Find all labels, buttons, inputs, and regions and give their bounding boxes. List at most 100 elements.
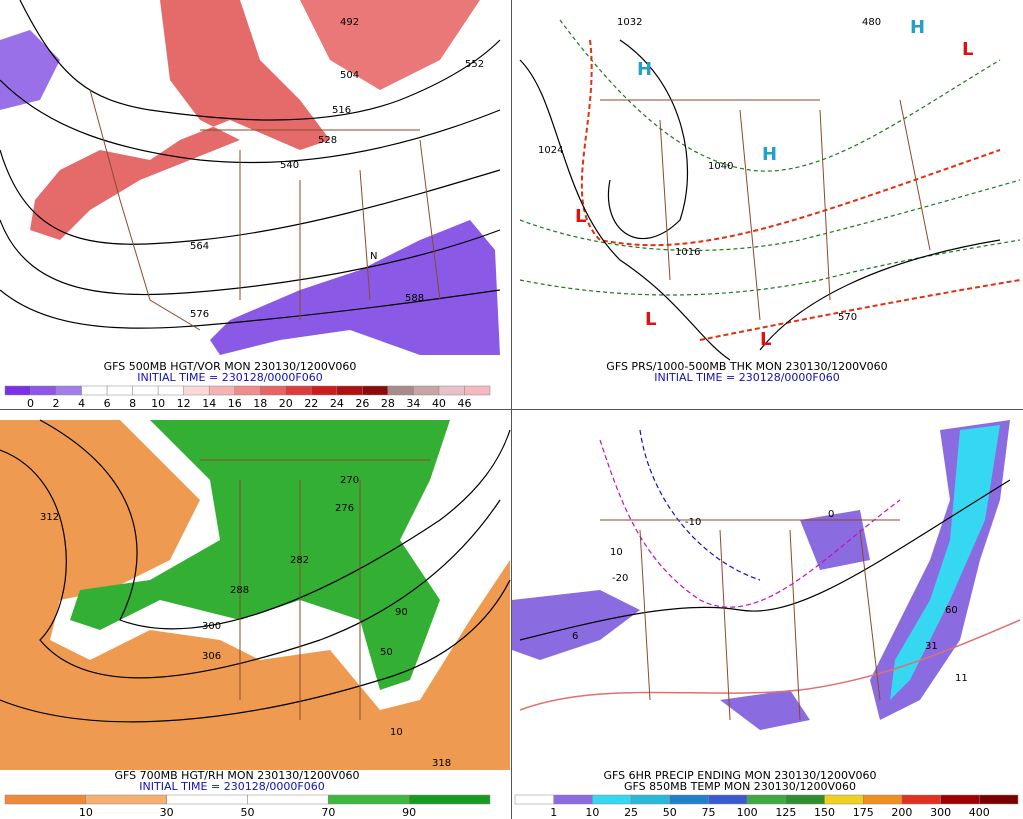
precip-heavy <box>890 425 1000 700</box>
contour-label: 288 <box>230 585 249 596</box>
colorbar-label: 10 <box>585 806 599 819</box>
rh-label: 50 <box>380 647 393 658</box>
colorbar-label: 16 <box>228 397 242 410</box>
subcaption: INITIAL TIME = 230128/0000F060 <box>139 780 324 793</box>
contour-label: 312 <box>40 512 59 523</box>
rh-green <box>70 420 450 690</box>
low-marker: L <box>962 39 973 60</box>
colorbar-swatch <box>81 385 108 396</box>
isobar <box>519 59 731 361</box>
colorbar-swatch <box>30 385 57 396</box>
precip-area <box>512 590 640 660</box>
colorbar-label: 50 <box>663 806 677 819</box>
subcaption: GFS 850MB TEMP MON 230130/1200V060 <box>624 780 856 793</box>
colorbar-label: 40 <box>432 397 446 410</box>
colorbar-label: 175 <box>853 806 874 819</box>
contour-label: 318 <box>432 758 451 769</box>
colorbar-swatch <box>553 794 593 805</box>
rh-label: 10 <box>390 727 403 738</box>
boundaries <box>600 519 900 721</box>
isotherm-label: 0 <box>828 509 834 520</box>
panel-precip: -10 -20 0 10 6 11 31 60 GFS 6HR PRECIP E… <box>512 420 1021 793</box>
colorbar-swatch <box>408 794 491 805</box>
contour-label: 564 <box>190 241 209 252</box>
colorbar-label: 46 <box>457 397 471 410</box>
contour-label: 540 <box>280 160 299 171</box>
colorbar-label: 6 <box>104 397 111 410</box>
colorbar-label: 2 <box>53 397 60 410</box>
panel-500mb: 492 504 516 528 540 552 564 576 588 N GF… <box>0 0 501 384</box>
thickness <box>519 239 1021 296</box>
isobar <box>759 239 1001 351</box>
isotherm-label: 10 <box>610 547 623 558</box>
colorbar-swatch <box>514 794 554 805</box>
colorbar-label: 300 <box>930 806 951 819</box>
thickness <box>519 179 1021 252</box>
contour-label: 492 <box>340 17 359 28</box>
isobar-label: 1032 <box>617 17 642 28</box>
low-marker: L <box>760 329 771 350</box>
colorbar-swatch <box>979 794 1019 805</box>
colorbar-label: 26 <box>355 397 369 410</box>
caption: GFS 500MB HGT/VOR MON 230130/1200V060 <box>104 360 357 373</box>
isotherm-label: -20 <box>612 573 628 584</box>
high-marker: H <box>637 59 652 80</box>
colorbar-label: 34 <box>406 397 420 410</box>
colorbar-swatch <box>55 385 82 396</box>
colorbar-label: 22 <box>304 397 318 410</box>
contour <box>39 419 511 630</box>
colorbar-swatch <box>336 385 363 396</box>
contour <box>0 579 511 723</box>
panel-surface: H H H L L L L 1016 1024 1032 1040 570 48… <box>519 17 1021 384</box>
colorbar-label: 0 <box>27 397 34 410</box>
high-marker: H <box>762 144 777 165</box>
isotherm-label: -10 <box>685 517 701 528</box>
thickness-label: 570 <box>838 312 857 323</box>
colorbar-swatch <box>247 794 329 805</box>
contour-label: 300 <box>202 621 221 632</box>
colorbar-swatch <box>4 794 87 805</box>
colorbar-label: 8 <box>129 397 136 410</box>
isotherm-warm <box>519 619 1021 711</box>
colorbar-swatch <box>166 794 248 805</box>
colorbar-swatch <box>746 794 787 805</box>
precip-label: 60 <box>945 605 958 616</box>
vorticity-max <box>30 0 330 240</box>
colorbar-swatch <box>157 385 184 396</box>
isobar-label: 1024 <box>538 145 563 156</box>
caption: GFS 700MB HGT/RH MON 230130/1200V060 <box>115 769 360 782</box>
colorbar-swatch <box>464 385 491 396</box>
thickness-570 <box>699 279 1021 341</box>
precip-area <box>720 690 810 730</box>
colorbar-label: 1 <box>550 806 557 819</box>
colorbar-swatch <box>669 794 709 805</box>
colorbar-swatch <box>862 794 903 805</box>
low-marker: L <box>575 206 586 227</box>
low-marker: L <box>645 309 656 330</box>
colorbar-swatch <box>708 794 748 805</box>
colorbar-swatch <box>630 794 671 805</box>
contour-label: 552 <box>465 59 484 70</box>
colorbar-swatch <box>785 794 825 805</box>
colorbar-swatch <box>311 385 338 396</box>
colorbar-swatch <box>592 794 632 805</box>
contour-label: 276 <box>335 503 354 514</box>
caption: GFS PRS/1000-500MB THK MON 230130/1200V0… <box>606 360 887 373</box>
precip-label: 11 <box>955 673 968 684</box>
colorbar-label: 125 <box>775 806 796 819</box>
colorbar-swatch <box>285 385 312 396</box>
contour <box>19 0 501 121</box>
colorbar-swatch <box>413 385 440 396</box>
isotherm-cold <box>639 429 761 581</box>
colorbar-swatch <box>940 794 980 805</box>
thickness <box>559 19 1001 172</box>
min-marker: N <box>370 251 377 262</box>
caption: GFS 6HR PRECIP ENDING MON 230130/1200V06… <box>603 769 876 782</box>
colorbar-swatch <box>438 385 465 396</box>
panel-700mb: 270 276 282 288 300 306 312 318 10 50 90… <box>0 419 511 793</box>
colorbar-swatch <box>234 385 261 396</box>
colorbar-label: 12 <box>177 397 191 410</box>
colorbar-label: 50 <box>241 806 255 819</box>
subcaption: INITIAL TIME = 230128/0000F060 <box>654 371 839 384</box>
